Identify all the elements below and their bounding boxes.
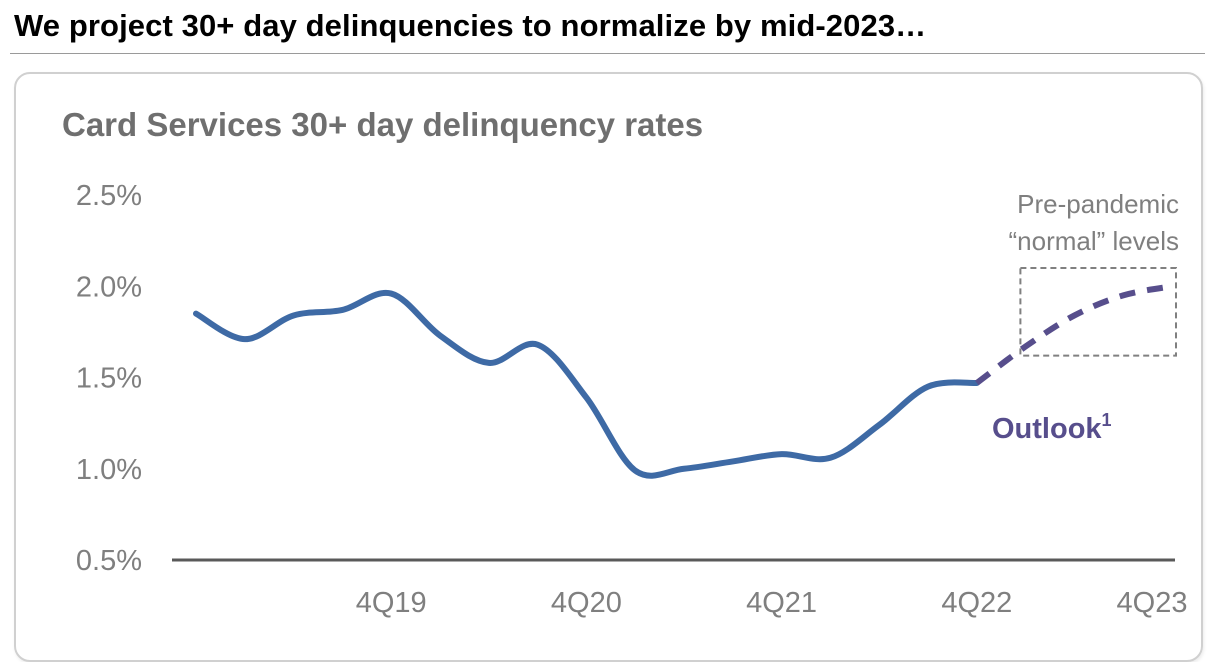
delinquency-chart: Card Services 30+ day delinquency rates … <box>62 106 1188 619</box>
pre-pandemic-normal-box <box>1019 267 1178 357</box>
y-tick-label: 1.0% <box>76 454 142 486</box>
outlook-label: Outlook1 <box>992 410 1112 445</box>
outlook-label-text: Outlook <box>992 413 1102 445</box>
y-axis-labels: 2.5% 2.0% 1.5% 1.0% 0.5% <box>76 180 142 577</box>
page-headline: We project 30+ day delinquencies to norm… <box>14 8 927 43</box>
x-axis-labels: 4Q19 4Q20 4Q21 4Q22 4Q23 <box>356 587 1188 619</box>
series-lines <box>193 283 1173 479</box>
outlook-series-line <box>975 283 1173 386</box>
y-tick-label: 1.5% <box>76 363 142 395</box>
x-tick-label: 4Q22 <box>941 587 1012 619</box>
outlook-footnote-marker: 1 <box>1102 410 1112 430</box>
normal-box-label-line2: “normal” levels <box>1009 226 1180 256</box>
y-tick-label: 2.0% <box>76 271 142 303</box>
y-tick-label: 2.5% <box>76 180 142 212</box>
x-tick-label: 4Q23 <box>1117 587 1188 619</box>
normal-box-label-line1: Pre-pandemic <box>1017 189 1179 219</box>
y-tick-label: 0.5% <box>76 545 142 577</box>
x-tick-label: 4Q20 <box>551 587 622 619</box>
x-tick-label: 4Q21 <box>746 587 817 619</box>
headline-rule <box>10 53 1205 54</box>
x-tick-label: 4Q19 <box>356 587 427 619</box>
chart-title: Card Services 30+ day delinquency rates <box>62 106 703 143</box>
actual-series-line <box>193 289 980 479</box>
